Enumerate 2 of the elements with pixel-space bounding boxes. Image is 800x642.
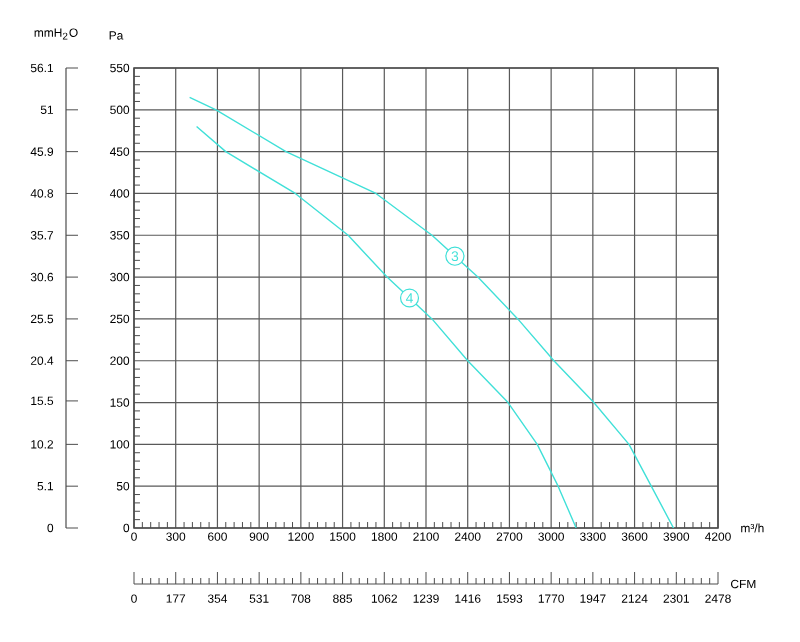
line-series	[188, 96, 675, 528]
line-series	[195, 125, 577, 528]
